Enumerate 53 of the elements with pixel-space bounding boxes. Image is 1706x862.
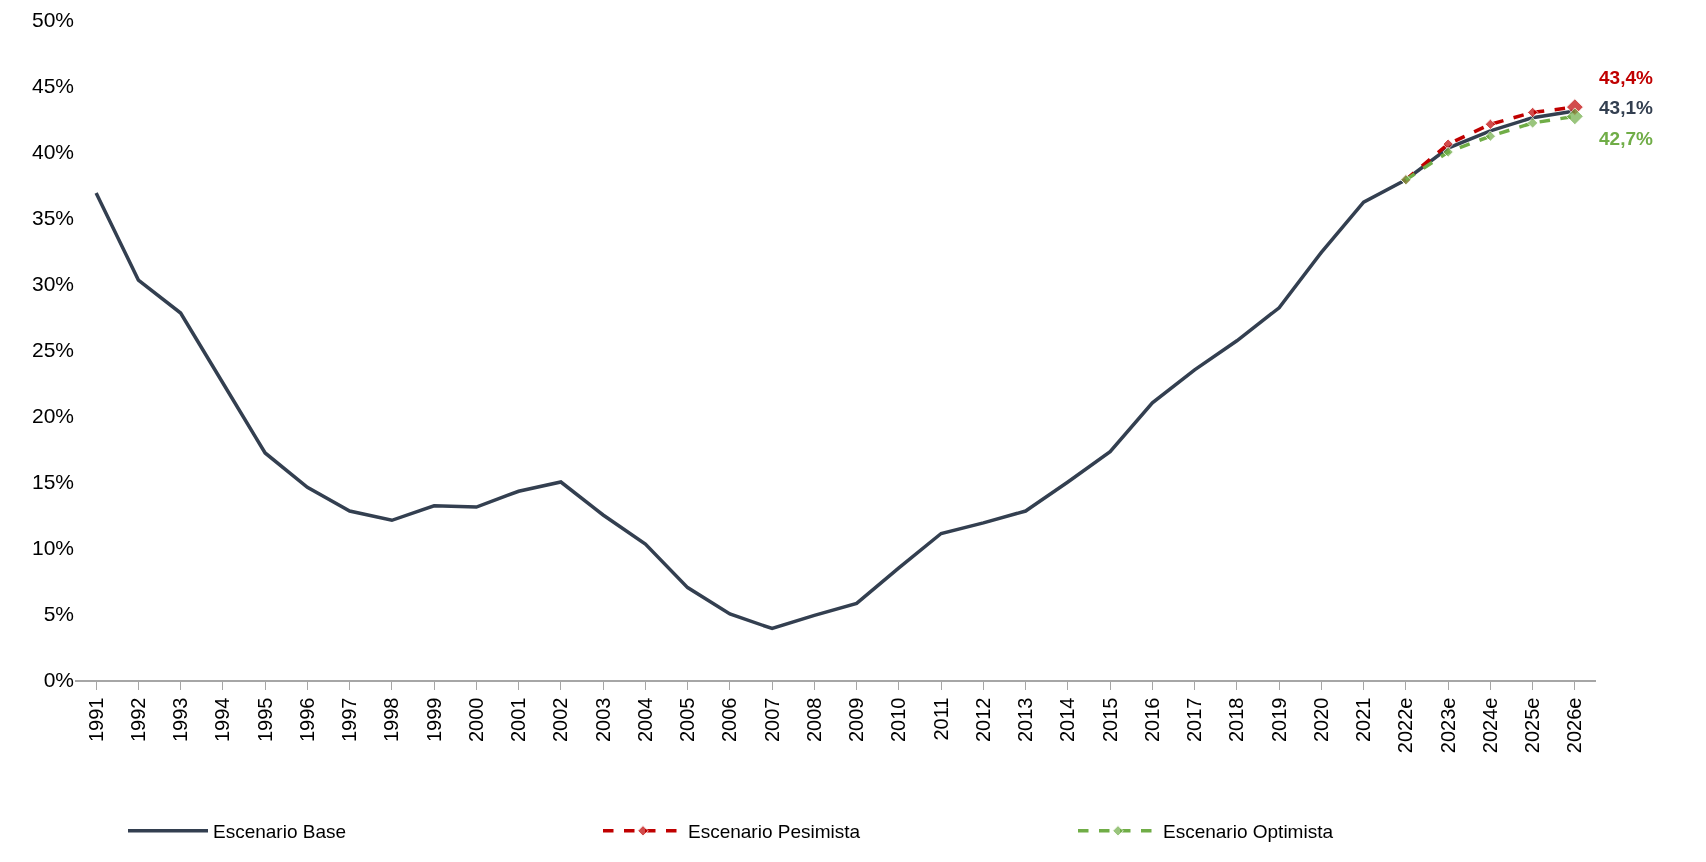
x-tick-label: 2021 [1352, 697, 1375, 742]
data-label: 42,7% [1599, 128, 1653, 149]
y-tick-label: 20% [31, 404, 74, 428]
y-tick-label: 45% [31, 74, 74, 98]
x-tick-label: 2006 [718, 697, 741, 742]
x-tick-label: 2001 [507, 697, 530, 742]
x-tick-label: 2005 [676, 697, 699, 742]
x-tick-label: 2009 [845, 697, 868, 742]
x-tick-label: 2002 [549, 697, 572, 742]
x-tick-label: 2007 [760, 697, 783, 742]
x-tick-label: 1995 [253, 697, 276, 742]
x-tick-label: 1997 [338, 697, 361, 742]
x-tick-label: 2018 [1225, 697, 1248, 742]
x-tick-label: 1996 [295, 697, 318, 742]
legend-label: Escenario Base [213, 821, 347, 843]
x-tick-label: 1999 [422, 697, 445, 742]
x-tick-label: 2017 [1183, 697, 1206, 742]
y-tick-label: 40% [31, 140, 74, 164]
x-tick-label: 2015 [1098, 697, 1121, 742]
x-tick-label: 1998 [380, 697, 403, 742]
x-tick-label: 2023e [1436, 697, 1459, 754]
y-tick-label: 25% [31, 338, 74, 362]
x-tick-label: 2000 [464, 697, 487, 742]
x-tick-label: 2022e [1394, 697, 1417, 754]
x-tick-label: 1994 [211, 697, 234, 742]
data-label: 43,4% [1599, 67, 1653, 88]
y-tick-label: 5% [43, 602, 74, 626]
y-tick-label: 0% [43, 668, 74, 692]
x-tick-label: 2020 [1309, 697, 1332, 742]
legend-label: Escenario Pesimista [688, 821, 861, 843]
x-tick-label: 1993 [169, 697, 192, 742]
x-tick-label: 2026e [1563, 697, 1586, 754]
x-tick-label: 2003 [591, 697, 614, 742]
x-tick-label: 2016 [1140, 697, 1163, 742]
x-tick-label: 2010 [887, 697, 910, 742]
y-tick-label: 30% [31, 272, 74, 296]
x-tick-label: 1991 [84, 697, 107, 742]
x-tick-label: 2014 [1056, 697, 1079, 742]
y-tick-label: 15% [31, 470, 74, 494]
y-tick-label: 35% [31, 206, 74, 230]
x-tick-label: 2025e [1521, 697, 1544, 754]
x-tick-label: 2024e [1478, 697, 1501, 754]
x-tick-label: 2004 [633, 697, 656, 742]
x-tick-label: 2011 [929, 697, 952, 741]
y-tick-label: 10% [31, 536, 74, 560]
x-tick-label: 1992 [126, 697, 149, 742]
data-label: 43,1% [1599, 97, 1653, 118]
x-tick-label: 2019 [1267, 697, 1290, 742]
x-tick-label: 2008 [802, 697, 825, 742]
x-tick-label: 2013 [1014, 697, 1037, 742]
x-tick-label: 2012 [971, 697, 994, 742]
y-tick-label: 50% [31, 8, 74, 32]
legend-label: Escenario Optimista [1163, 821, 1334, 843]
